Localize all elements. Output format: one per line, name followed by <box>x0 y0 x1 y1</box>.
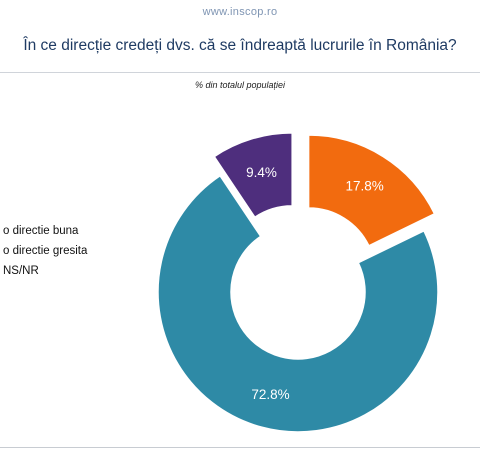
slice-gresita <box>157 174 439 433</box>
legend-item-gresita: o directie gresita <box>0 241 87 261</box>
header-divider <box>0 72 480 73</box>
chart-subtitle: % din totalul populației <box>194 80 286 90</box>
chart-legend: o directie buna o directie gresita NS/NR <box>0 221 87 281</box>
slice-nsnr-label: 9.4% <box>246 165 277 180</box>
slice-gresita-label: 72.8% <box>251 387 289 402</box>
legend-label-nsnr: NS/NR <box>3 265 39 277</box>
slice-buna <box>307 134 436 247</box>
legend-label-buna: o directie buna <box>3 225 79 237</box>
source-url: www.inscop.ro <box>202 6 278 18</box>
legend-item-buna: o directie buna <box>0 221 87 241</box>
legend-label-gresita: o directie gresita <box>3 245 88 257</box>
slice-buna-label: 17.8% <box>345 179 383 194</box>
slice-nsnr <box>213 132 293 219</box>
chart-title: În ce direcție credeți dvs. că se îndrea… <box>23 37 457 54</box>
footer-rule <box>0 447 480 448</box>
legend-item-nsnr: NS/NR <box>0 261 87 281</box>
